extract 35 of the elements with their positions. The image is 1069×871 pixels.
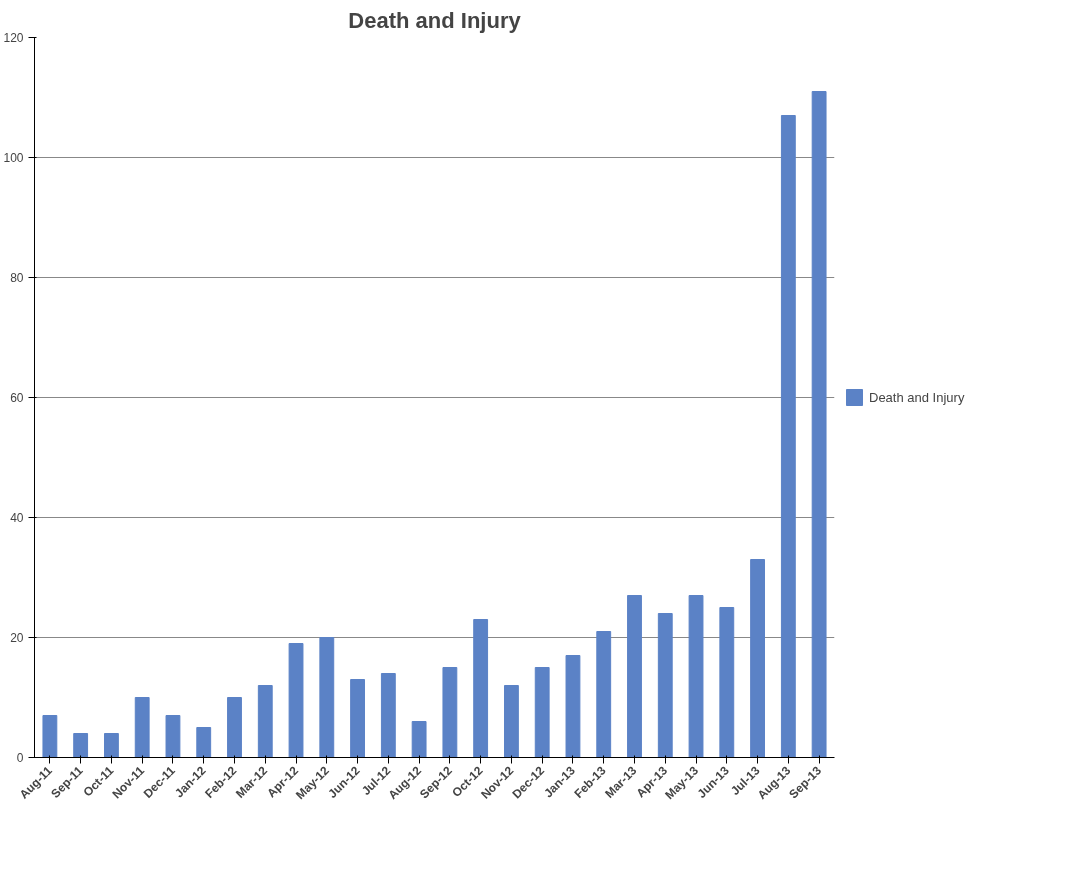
- bar: [473, 619, 489, 758]
- bar: [534, 667, 550, 758]
- bar: [411, 721, 427, 758]
- bar: [657, 613, 673, 758]
- bar: [688, 595, 704, 758]
- bar: [319, 637, 335, 758]
- bar: [596, 631, 612, 758]
- y-tick-label: 0: [16, 751, 24, 765]
- y-tick-label: 20: [10, 631, 24, 645]
- bar: [442, 667, 458, 758]
- bar: [134, 697, 150, 758]
- bar: [42, 715, 58, 758]
- bar: [288, 643, 304, 758]
- bar: [104, 733, 119, 758]
- chart-title: Death and Injury: [348, 7, 522, 33]
- bar: [257, 685, 273, 758]
- y-tick-label: 40: [10, 511, 24, 525]
- bar: [196, 727, 212, 758]
- bar: [73, 733, 89, 758]
- bar: [380, 673, 396, 758]
- bar: [780, 115, 796, 758]
- bar: [627, 595, 642, 758]
- y-tick-label: 120: [3, 31, 24, 45]
- bar: [750, 559, 765, 758]
- bar: [350, 679, 365, 758]
- legend-label: Death and Injury: [869, 389, 965, 405]
- y-tick-label: 80: [10, 271, 24, 285]
- bar: [719, 607, 735, 758]
- bar: [504, 685, 519, 758]
- y-tick-label: 60: [10, 391, 24, 405]
- y-tick-label: 100: [3, 151, 24, 165]
- bar: [565, 655, 581, 758]
- bar: [227, 697, 242, 758]
- bar: [165, 715, 181, 758]
- bar: [811, 91, 827, 758]
